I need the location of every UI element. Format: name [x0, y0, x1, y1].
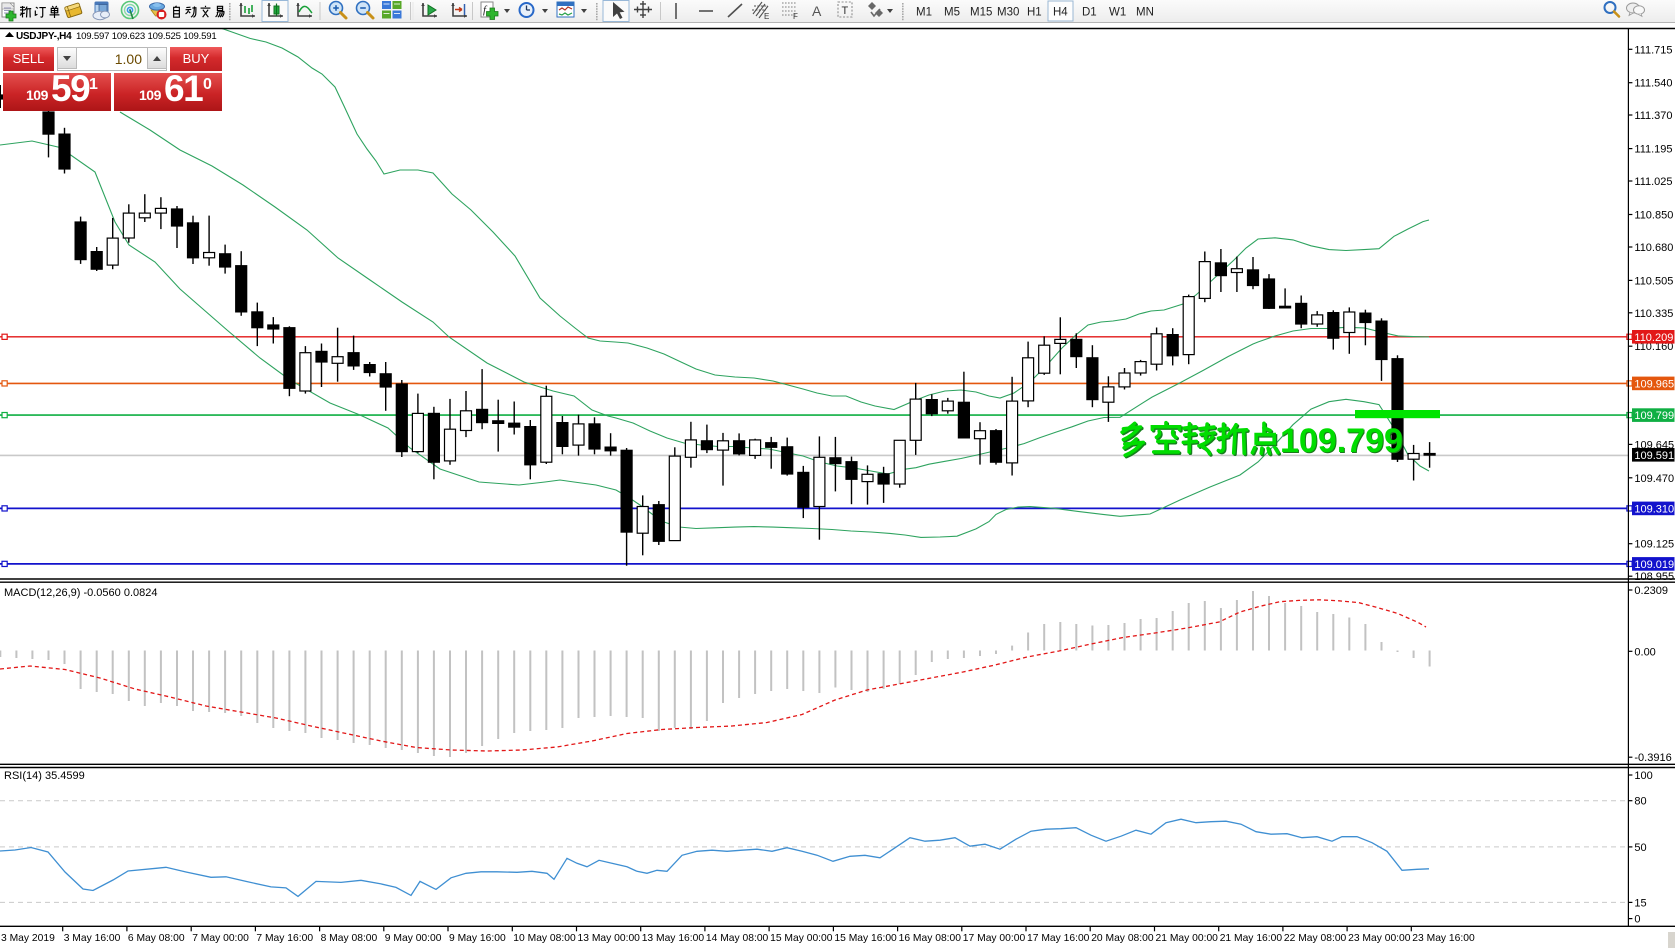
svg-text:111.715: 111.715 — [1634, 44, 1672, 56]
svg-text:3 May 16:00: 3 May 16:00 — [64, 933, 121, 944]
svg-text:D1: D1 — [1082, 7, 1097, 19]
svg-text:7 May 00:00: 7 May 00:00 — [192, 933, 249, 944]
svg-text:109.019: 109.019 — [1634, 559, 1674, 571]
svg-text:15 May 16:00: 15 May 16:00 — [834, 933, 897, 944]
svg-text:3 May 2019: 3 May 2019 — [1, 933, 55, 944]
svg-text:22 May 08:00: 22 May 08:00 — [1284, 933, 1347, 944]
svg-text:E: E — [764, 12, 769, 21]
svg-text:111.195: 111.195 — [1634, 144, 1672, 156]
svg-text:100: 100 — [1634, 770, 1652, 782]
svg-text:109.597 109.623 109.525 109.59: 109.597 109.623 109.525 109.591 — [76, 31, 217, 42]
svg-text:A: A — [812, 3, 822, 19]
svg-text:8 May 08:00: 8 May 08:00 — [321, 933, 378, 944]
svg-text:110.505: 110.505 — [1634, 275, 1673, 287]
svg-text:20 May 08:00: 20 May 08:00 — [1091, 933, 1154, 944]
svg-text:9 May 00:00: 9 May 00:00 — [385, 933, 442, 944]
svg-text:M30: M30 — [997, 7, 1019, 19]
svg-text:MACD(12,26,9) -0.0560 0.0824: MACD(12,26,9) -0.0560 0.0824 — [4, 587, 157, 599]
svg-text:111.540: 111.540 — [1634, 78, 1672, 90]
svg-text:17 May 00:00: 17 May 00:00 — [963, 933, 1026, 944]
svg-text:16 May 08:00: 16 May 08:00 — [899, 933, 962, 944]
svg-text:USDJPY-,H4: USDJPY-,H4 — [16, 31, 72, 42]
svg-text:17 May 16:00: 17 May 16:00 — [1027, 933, 1090, 944]
svg-text:F: F — [793, 12, 798, 21]
svg-text:MN: MN — [1136, 7, 1154, 19]
svg-text:110.160: 110.160 — [1634, 341, 1673, 353]
svg-text:M1: M1 — [916, 7, 932, 19]
svg-text:110.850: 110.850 — [1634, 210, 1673, 222]
svg-text:6 May 08:00: 6 May 08:00 — [128, 933, 185, 944]
svg-text:0.00: 0.00 — [1634, 646, 1655, 658]
svg-text:111.370: 111.370 — [1634, 110, 1672, 122]
svg-text:23 May 16:00: 23 May 16:00 — [1412, 933, 1475, 944]
svg-text:80: 80 — [1634, 796, 1646, 808]
svg-text:111.025: 111.025 — [1634, 176, 1672, 188]
svg-text:9 May 16:00: 9 May 16:00 — [449, 933, 506, 944]
svg-text:109.470: 109.470 — [1634, 473, 1674, 485]
svg-text:109.965: 109.965 — [1634, 378, 1674, 390]
svg-text:T: T — [842, 5, 849, 17]
svg-text:109.799: 109.799 — [1281, 423, 1404, 461]
svg-text:M15: M15 — [970, 7, 992, 19]
svg-text:13 May 00:00: 13 May 00:00 — [578, 933, 641, 944]
svg-text:109.310: 109.310 — [1634, 503, 1674, 515]
svg-text:14 May 08:00: 14 May 08:00 — [706, 933, 769, 944]
svg-text:109.799: 109.799 — [1280, 422, 1403, 460]
svg-text:108.955: 108.955 — [1634, 571, 1674, 583]
svg-text:0.2309: 0.2309 — [1634, 585, 1668, 597]
svg-text:50: 50 — [1634, 842, 1646, 854]
svg-text:7 May 16:00: 7 May 16:00 — [256, 933, 313, 944]
svg-text:110.680: 110.680 — [1634, 242, 1673, 254]
svg-text:0: 0 — [1634, 914, 1640, 926]
svg-text:15 May 00:00: 15 May 00:00 — [770, 933, 833, 944]
svg-text:f: f — [483, 4, 488, 16]
svg-text:W1: W1 — [1109, 7, 1126, 19]
svg-text:23 May 00:00: 23 May 00:00 — [1348, 933, 1411, 944]
svg-text:H1: H1 — [1027, 7, 1042, 19]
svg-text:21 May 00:00: 21 May 00:00 — [1156, 933, 1219, 944]
svg-text:H4: H4 — [1053, 7, 1068, 19]
svg-text:13 May 16:00: 13 May 16:00 — [642, 933, 705, 944]
svg-text:-0.3916: -0.3916 — [1634, 752, 1671, 764]
svg-text:21 May 16:00: 21 May 16:00 — [1220, 933, 1283, 944]
svg-text:10 May 08:00: 10 May 08:00 — [513, 933, 576, 944]
svg-text:109.799: 109.799 — [1634, 410, 1674, 422]
svg-text:110.209: 110.209 — [1634, 332, 1673, 344]
svg-text:109.125: 109.125 — [1634, 539, 1674, 551]
svg-text:RSI(14) 35.4599: RSI(14) 35.4599 — [4, 770, 85, 782]
svg-text:15: 15 — [1634, 897, 1646, 909]
svg-text:M5: M5 — [944, 7, 960, 19]
svg-text:109.591: 109.591 — [1634, 450, 1674, 462]
svg-text:110.335: 110.335 — [1634, 308, 1673, 320]
